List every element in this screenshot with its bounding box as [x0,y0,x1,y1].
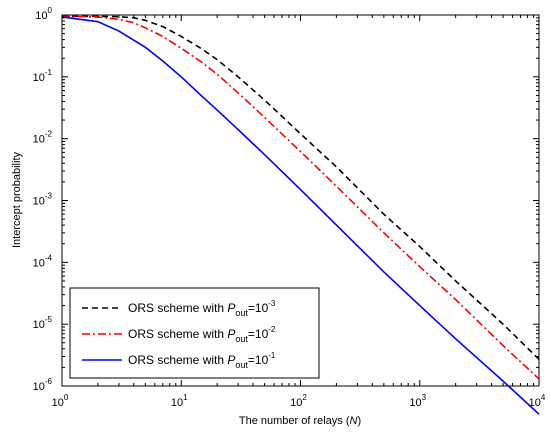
y-tick-labels: 10-6 10-5 10-4 10-3 10-2 10-1 100 [33,6,53,393]
y-tick-label: 10-2 [33,130,53,146]
x-axis-label: The number of relays (N) [239,415,361,427]
x-tick-label: 102 [290,393,307,409]
series-layer [61,15,540,415]
y-axis-label: Intercept probability [11,152,23,248]
legend-label-1: ORS scheme with Pout=10-3 [128,299,276,318]
y-tick-label: 10-3 [33,192,53,208]
legend-label-2: ORS scheme with Pout=10-2 [128,325,276,344]
legend-label-3: ORS scheme with Pout=10-1 [128,351,276,370]
legend-box [69,287,320,379]
x-tick-label: 103 [409,393,426,409]
y-tick-label: 10-5 [33,315,53,331]
series-line-3 [61,16,540,415]
series-line-2 [61,15,540,380]
x-tick-label: 101 [171,393,188,409]
x-tick-labels: 100 101 102 103 104 [52,393,546,409]
y-tick-label: 100 [35,6,52,22]
legend: ORS scheme with Pout=10-3 ORS scheme with… [69,287,320,379]
x-tick-label: 104 [529,393,546,409]
x-tick-label: 100 [52,393,69,409]
y-tick-label: 10-4 [33,253,53,269]
y-tick-label: 10-6 [33,377,53,393]
y-tick-label: 10-1 [33,68,53,84]
ticks-layer [61,15,539,387]
